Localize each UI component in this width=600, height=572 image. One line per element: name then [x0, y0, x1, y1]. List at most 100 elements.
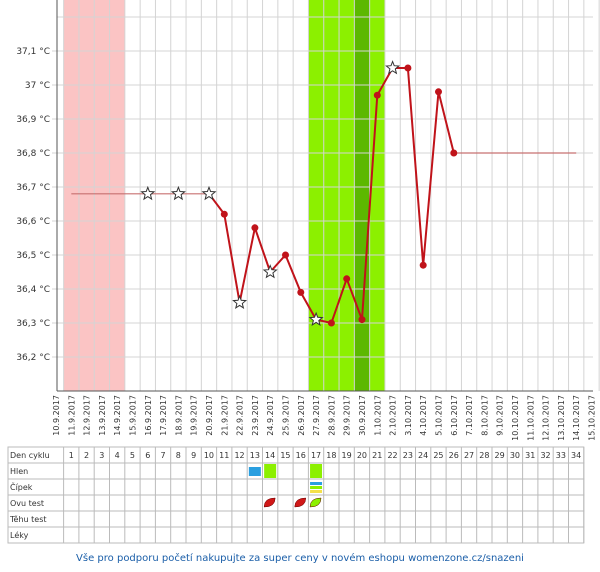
- mark-leaf: [263, 497, 276, 508]
- x-tick-label: 5.10.2017: [435, 395, 444, 436]
- day-number: 1: [69, 451, 74, 460]
- x-tick-label: 30.9.2017: [358, 395, 367, 436]
- x-tick-label: 12.10.2017: [542, 395, 551, 441]
- dot-point: [450, 149, 458, 157]
- mark-stripe: [310, 486, 323, 489]
- day-number: 8: [176, 451, 181, 460]
- x-tick-label: 13.10.2017: [557, 395, 566, 441]
- star-point: [232, 294, 248, 310]
- y-tick-label: 36,5 °C: [16, 251, 50, 261]
- y-tick-label: 36,2 °C: [16, 353, 50, 363]
- day-number: 17: [311, 451, 321, 460]
- day-number: 18: [326, 451, 336, 460]
- x-tick-label: 22.9.2017: [236, 395, 245, 436]
- star-point: [262, 264, 278, 279]
- band: [354, 0, 370, 391]
- x-tick-label: 4.10.2017: [419, 395, 428, 436]
- x-tick-label: 11.9.2017: [67, 395, 76, 436]
- x-tick-label: 18.9.2017: [174, 395, 183, 436]
- row-label: Ovu test: [10, 499, 44, 508]
- day-number: 9: [191, 451, 196, 460]
- day-number: 2: [84, 451, 89, 460]
- mark-stripe: [310, 482, 323, 485]
- day-number: 14: [265, 451, 275, 460]
- day-number: 34: [571, 451, 581, 460]
- day-number: 12: [234, 451, 244, 460]
- y-tick-label: 36,3 °C: [16, 319, 50, 329]
- dot-point: [327, 319, 335, 327]
- day-number: 22: [387, 451, 397, 460]
- band: [308, 0, 385, 391]
- x-tick-label: 12.9.2017: [83, 395, 92, 436]
- x-tick-label: 28.9.2017: [327, 395, 336, 436]
- x-tick-label: 21.9.2017: [220, 395, 229, 436]
- star-point: [140, 185, 156, 201]
- day-number: 23: [403, 451, 413, 460]
- day-number: 20: [357, 451, 367, 460]
- day-number: 31: [525, 451, 535, 460]
- x-tick-label: 3.10.2017: [404, 395, 413, 436]
- dot-point: [251, 224, 259, 232]
- y-tick-label: 36,6 °C: [16, 217, 50, 227]
- mark-box: [264, 464, 277, 478]
- footer-link[interactable]: Vše pro podporu početí nakupujte za supe…: [76, 552, 524, 564]
- day-number: 32: [540, 451, 550, 460]
- day-number: 15: [280, 451, 290, 460]
- day-number: 3: [99, 451, 104, 460]
- dot-point: [358, 316, 366, 324]
- day-number: 10: [204, 451, 214, 460]
- y-tick-label: 36,9 °C: [16, 115, 50, 125]
- dot-point: [297, 288, 305, 296]
- mark-box: [310, 464, 323, 478]
- x-tick-label: 10.9.2017: [52, 395, 61, 436]
- x-tick-label: 7.10.2017: [465, 395, 474, 436]
- x-tick-label: 26.9.2017: [297, 395, 306, 436]
- x-tick-label: 1.10.2017: [373, 395, 382, 436]
- day-number: 16: [296, 451, 306, 460]
- day-number: 33: [556, 451, 566, 460]
- x-tick-label: 29.9.2017: [343, 395, 352, 436]
- x-tick-label: 10.10.2017: [511, 395, 520, 441]
- x-tick-label: 23.9.2017: [251, 395, 260, 436]
- y-tick-label: 37,1 °C: [16, 47, 50, 57]
- day-number: 5: [130, 451, 135, 460]
- x-tick-label: 16.9.2017: [144, 395, 153, 436]
- dot-point: [419, 261, 427, 269]
- y-tick-label: 37 °C: [25, 81, 50, 91]
- x-tick-label: 6.10.2017: [450, 395, 459, 436]
- mark-box: [248, 467, 261, 476]
- day-number: 28: [479, 451, 489, 460]
- day-number: 19: [342, 451, 352, 460]
- day-number: 6: [145, 451, 150, 460]
- x-tick-label: 25.9.2017: [282, 395, 291, 436]
- star-point: [385, 60, 401, 75]
- star-point: [170, 185, 186, 201]
- y-tick-label: 36,4 °C: [16, 285, 50, 295]
- day-number: 7: [161, 451, 166, 460]
- x-tick-label: 2.10.2017: [389, 395, 398, 436]
- x-tick-label: 24.9.2017: [266, 395, 275, 436]
- dot-point: [282, 251, 289, 259]
- x-tick-label: 20.9.2017: [205, 395, 214, 436]
- dot-point: [373, 91, 381, 99]
- day-number: 13: [250, 451, 260, 460]
- x-tick-label: 13.9.2017: [98, 395, 107, 436]
- row-label: Léky: [10, 530, 29, 540]
- dot-point: [220, 210, 228, 218]
- day-number: 25: [433, 451, 443, 460]
- mark-leaf: [309, 497, 322, 508]
- day-number: 24: [418, 451, 428, 460]
- dot-point: [404, 64, 412, 72]
- y-tick-label: 36,8 °C: [16, 149, 50, 159]
- day-number: 4: [115, 451, 120, 460]
- day-number: 26: [449, 451, 459, 460]
- day-number: 11: [219, 451, 229, 460]
- day-number: 30: [510, 451, 520, 460]
- x-tick-label: 15.9.2017: [129, 395, 138, 436]
- day-number: 21: [372, 451, 382, 460]
- row-label: Hlen: [10, 467, 28, 476]
- y-tick-label: 36,7 °C: [16, 183, 50, 193]
- row-label: Čípek: [10, 481, 33, 492]
- row-label: Těhu test: [9, 515, 47, 524]
